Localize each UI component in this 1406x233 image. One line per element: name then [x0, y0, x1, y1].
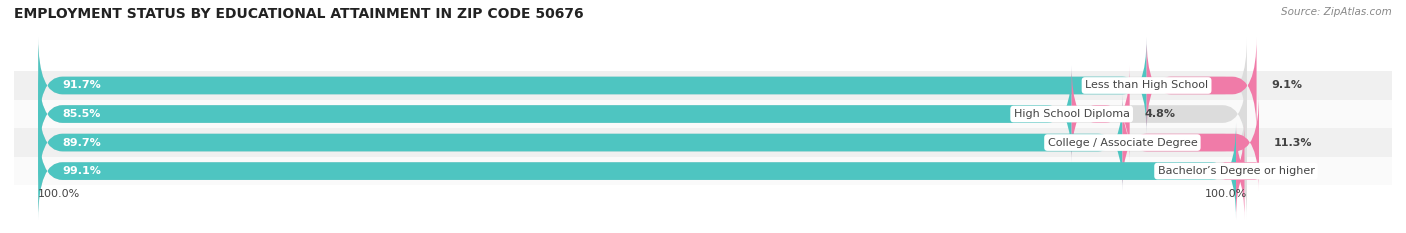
FancyBboxPatch shape [38, 37, 1247, 134]
Text: 100.0%: 100.0% [1205, 189, 1247, 199]
Text: Bachelor’s Degree or higher: Bachelor’s Degree or higher [1157, 166, 1315, 176]
FancyBboxPatch shape [38, 123, 1247, 219]
Text: 0.7%: 0.7% [1258, 166, 1289, 176]
FancyBboxPatch shape [38, 94, 1247, 191]
Text: 100.0%: 100.0% [38, 189, 80, 199]
Text: Less than High School: Less than High School [1085, 80, 1208, 90]
Text: 99.1%: 99.1% [62, 166, 101, 176]
Bar [14, 157, 1392, 185]
Text: 4.8%: 4.8% [1144, 109, 1175, 119]
Text: 89.7%: 89.7% [62, 137, 101, 147]
Text: 9.1%: 9.1% [1271, 80, 1302, 90]
Text: 11.3%: 11.3% [1274, 137, 1312, 147]
Bar [14, 71, 1392, 100]
Text: 85.5%: 85.5% [62, 109, 101, 119]
FancyBboxPatch shape [38, 66, 1071, 162]
Bar [14, 100, 1392, 128]
FancyBboxPatch shape [38, 94, 1122, 191]
Bar [14, 128, 1392, 157]
FancyBboxPatch shape [38, 66, 1247, 162]
FancyBboxPatch shape [1220, 123, 1260, 219]
Text: Source: ZipAtlas.com: Source: ZipAtlas.com [1281, 7, 1392, 17]
Text: High School Diploma: High School Diploma [1014, 109, 1129, 119]
Text: College / Associate Degree: College / Associate Degree [1047, 137, 1198, 147]
FancyBboxPatch shape [1071, 66, 1129, 162]
FancyBboxPatch shape [1122, 94, 1258, 191]
Text: 91.7%: 91.7% [62, 80, 101, 90]
FancyBboxPatch shape [38, 37, 1146, 134]
FancyBboxPatch shape [1146, 37, 1257, 134]
FancyBboxPatch shape [38, 123, 1236, 219]
Text: EMPLOYMENT STATUS BY EDUCATIONAL ATTAINMENT IN ZIP CODE 50676: EMPLOYMENT STATUS BY EDUCATIONAL ATTAINM… [14, 7, 583, 21]
